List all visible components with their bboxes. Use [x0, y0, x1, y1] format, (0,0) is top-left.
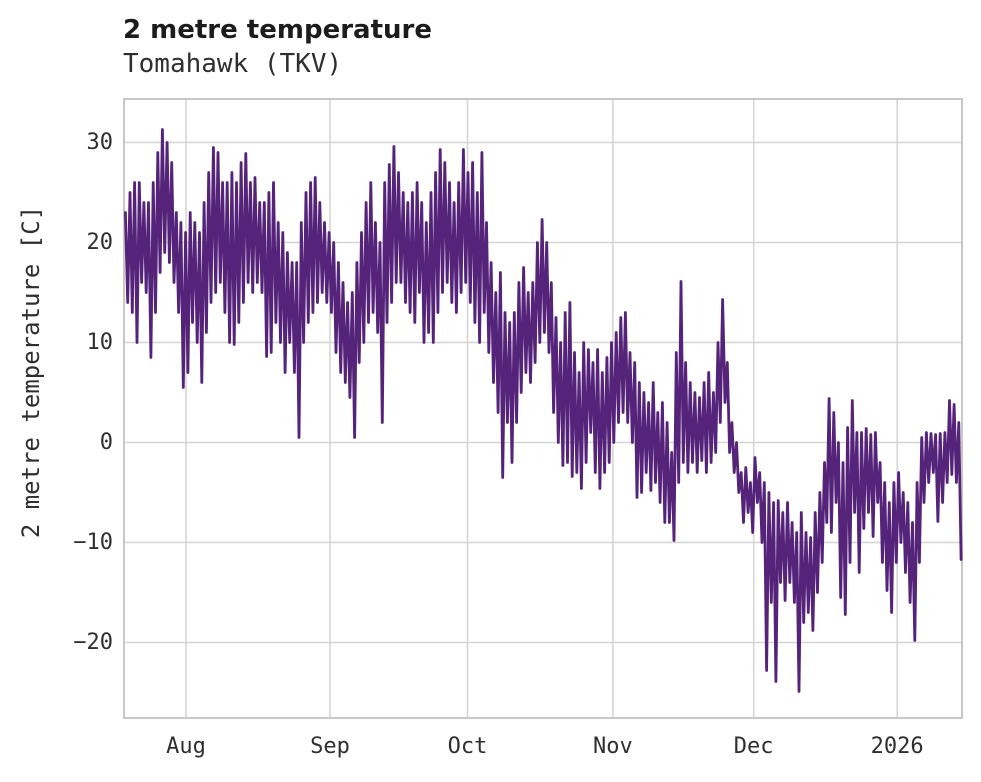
- temperature-line: [124, 128, 963, 693]
- gridlines: [124, 99, 962, 718]
- y-tick-label: 20: [86, 229, 114, 255]
- y-tick-label: 10: [86, 329, 114, 355]
- x-tick-label: Nov: [593, 734, 633, 759]
- x-tick-label: Dec: [733, 734, 774, 759]
- x-tick-label: Aug: [166, 734, 206, 759]
- x-tick-label: 2026: [870, 734, 924, 759]
- chart-title: 2 metre temperature: [123, 15, 432, 45]
- plot-border: [123, 98, 963, 719]
- x-tick-label: Sep: [310, 734, 350, 759]
- chart-subtitle: Tomahawk (TKV): [123, 49, 343, 79]
- y-tick-label: 30: [86, 129, 114, 155]
- x-tick-label: Oct: [447, 734, 488, 759]
- y-tick-label: −10: [73, 529, 113, 555]
- y-tick-label: −20: [73, 629, 113, 655]
- y-tick-label: 0: [99, 429, 113, 455]
